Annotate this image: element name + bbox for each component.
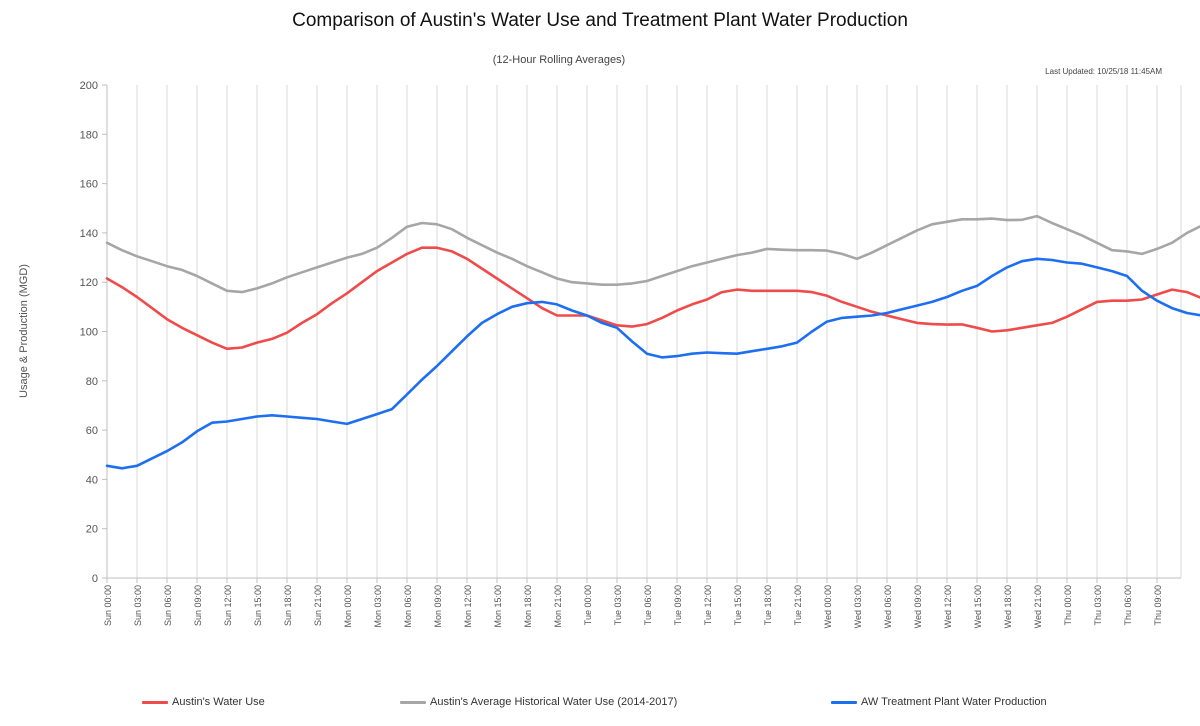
x-tick-label: Wed 21:00 — [1033, 585, 1043, 628]
legend-swatch-historical-use — [400, 700, 426, 704]
y-tick-label: 180 — [80, 129, 98, 141]
x-tick-label: Sun 18:00 — [283, 585, 293, 626]
chart-title: Comparison of Austin's Water Use and Tre… — [292, 10, 908, 31]
legend-label-historical-use: Austin's Average Historical Water Use (2… — [430, 696, 678, 708]
y-tick-label: 80 — [86, 376, 98, 388]
series-line-0[interactable] — [105, 246, 1200, 356]
legend-item-water-use[interactable]: Austin's Water Use — [142, 696, 265, 708]
x-tick-label: Tue 03:00 — [613, 585, 623, 625]
x-tick-label: Wed 12:00 — [943, 585, 953, 628]
x-tick-label: Tue 21:00 — [793, 585, 803, 625]
x-tick-label: Wed 03:00 — [853, 585, 863, 628]
legend-swatch-plant-production — [831, 700, 857, 704]
x-tick-label: Tue 06:00 — [643, 585, 653, 625]
y-tick-label: 0 — [92, 573, 98, 585]
x-tick-label: Tue 00:00 — [583, 585, 593, 625]
series-line-2[interactable] — [105, 257, 1200, 470]
y-tick-label: 200 — [80, 80, 98, 92]
x-tick-label: Thu 09:00 — [1153, 585, 1163, 626]
x-tick-label: Mon 06:00 — [403, 585, 413, 628]
x-tick-label: Tue 09:00 — [673, 585, 683, 625]
x-tick-label: Mon 00:00 — [343, 585, 353, 628]
x-tick-label: Mon 18:00 — [523, 585, 533, 628]
x-tick-label: Mon 12:00 — [463, 585, 473, 628]
x-tick-label: Tue 12:00 — [703, 585, 713, 625]
x-tick-label: Wed 00:00 — [823, 585, 833, 628]
x-tick-label: Sun 00:00 — [103, 585, 113, 626]
last-updated-label: Last Updated: 10/25/18 11:45AM — [1045, 67, 1162, 76]
y-tick-label: 160 — [80, 179, 98, 191]
series-lines — [105, 150, 1200, 470]
grid-lines — [136, 85, 1182, 578]
y-tick-label: 60 — [86, 425, 98, 437]
x-tick-label: Wed 06:00 — [883, 585, 893, 628]
x-tick-label: Mon 09:00 — [433, 585, 443, 628]
chart-subtitle: (12-Hour Rolling Averages) — [492, 54, 626, 66]
x-tick-label: Wed 18:00 — [1003, 585, 1013, 628]
y-tick-label: 100 — [80, 327, 98, 339]
legend-label-water-use: Austin's Water Use — [172, 696, 265, 708]
x-tick-label: Thu 06:00 — [1123, 585, 1133, 626]
x-tick-label: Mon 03:00 — [373, 585, 383, 628]
x-tick-label: Mon 15:00 — [493, 585, 503, 628]
y-axis-title: Usage & Production (MGD) — [18, 264, 30, 398]
series-line-1[interactable] — [105, 150, 1200, 294]
legend-swatch-water-use — [142, 700, 168, 704]
x-tick-label: Sun 21:00 — [313, 585, 323, 626]
x-tick-label: Thu 03:00 — [1093, 585, 1103, 626]
x-tick-label: Tue 18:00 — [763, 585, 773, 625]
x-tick-label: Sun 12:00 — [223, 585, 233, 626]
legend-item-plant-production[interactable]: AW Treatment Plant Water Production — [831, 696, 1047, 708]
legend-label-plant-production: AW Treatment Plant Water Production — [861, 696, 1047, 708]
x-tick-label: Wed 15:00 — [973, 585, 983, 628]
x-tick-label: Sun 03:00 — [133, 585, 143, 626]
y-tick-label: 120 — [80, 277, 98, 289]
x-tick-label: Wed 09:00 — [913, 585, 923, 628]
legend-item-historical-use[interactable]: Austin's Average Historical Water Use (2… — [400, 696, 677, 708]
x-tick-label: Mon 21:00 — [553, 585, 563, 628]
y-tick-label: 20 — [86, 524, 98, 536]
x-tick-label: Sun 09:00 — [193, 585, 203, 626]
x-tick-label: Thu 00:00 — [1063, 585, 1073, 626]
axes — [102, 84, 1181, 583]
x-tick-label: Sun 06:00 — [163, 585, 173, 626]
x-tick-label: Tue 15:00 — [733, 585, 743, 625]
x-tick-label: Sun 15:00 — [253, 585, 263, 626]
tick-labels: Sun 00:00 Sun 03:00 Sun 06:00 Sun 09:00 Sun … — [80, 80, 1163, 628]
y-tick-label: 140 — [80, 228, 98, 240]
y-tick-label: 40 — [86, 474, 98, 486]
